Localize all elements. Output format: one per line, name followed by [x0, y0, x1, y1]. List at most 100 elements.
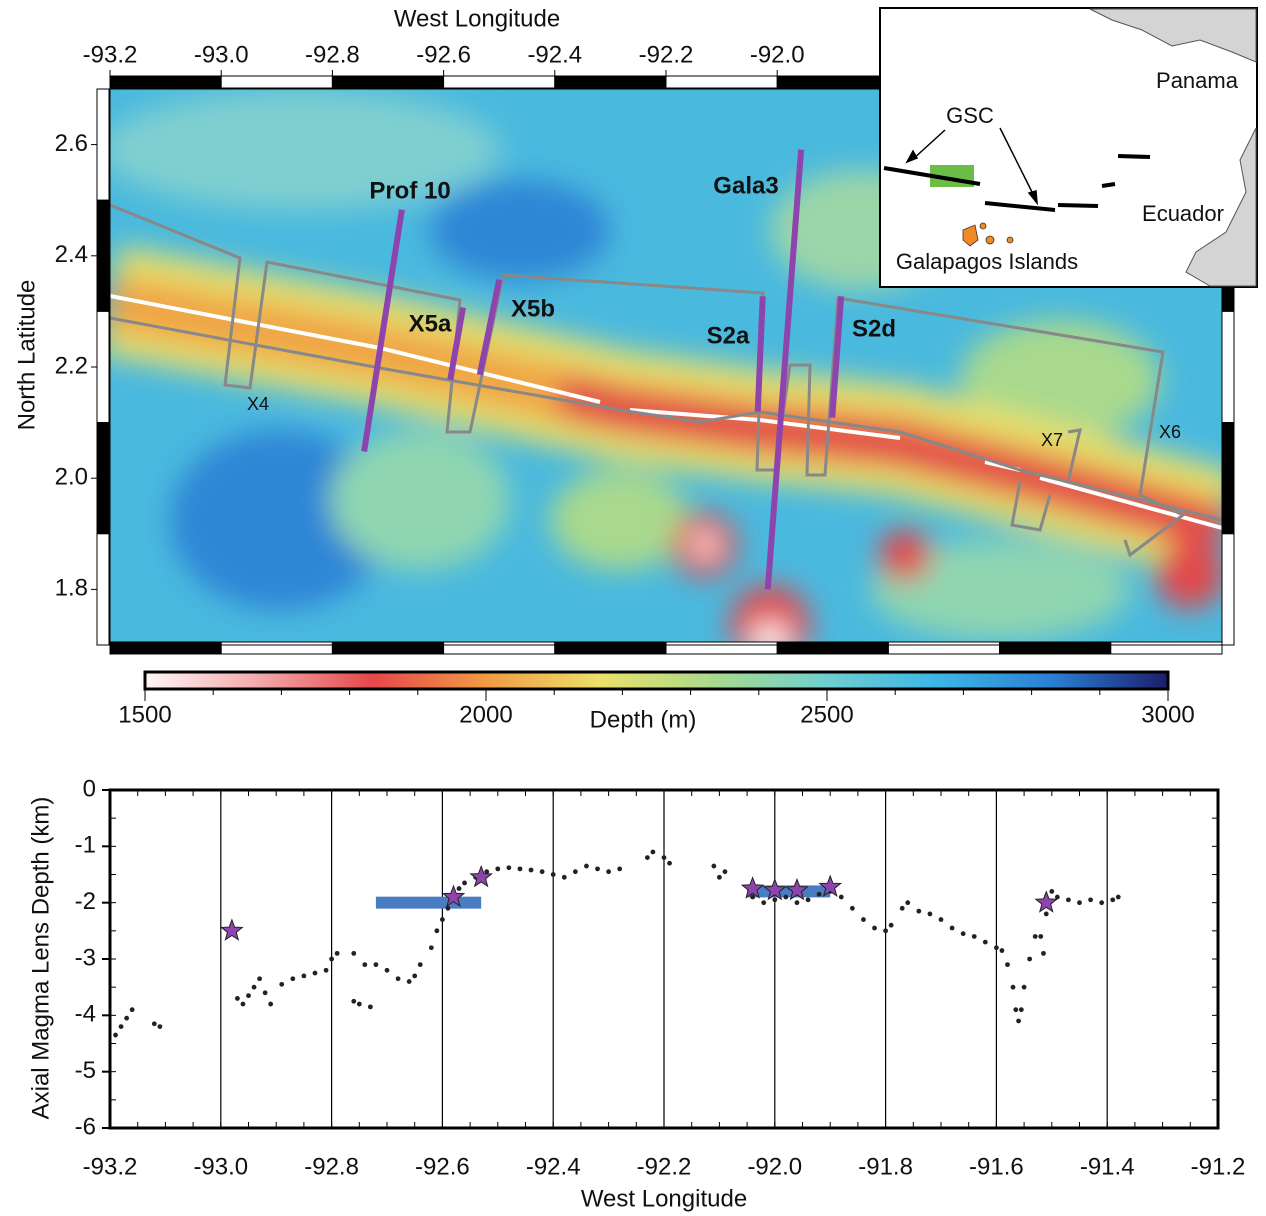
- star-marker: [220, 918, 244, 941]
- data-point: [816, 891, 822, 897]
- data-point: [1049, 889, 1055, 894]
- profile-line: [764, 149, 805, 590]
- data-point: [1021, 984, 1027, 990]
- track-label: X4: [247, 394, 269, 414]
- data-point: [406, 979, 412, 984]
- frame-segment: [999, 641, 1112, 655]
- data-point: [434, 928, 440, 934]
- x-axis-title: West Longitude: [581, 1185, 747, 1212]
- data-point: [428, 945, 434, 951]
- colorbar: [143, 670, 1170, 691]
- plot-frame: [108, 788, 1220, 1130]
- data-point: [506, 865, 512, 871]
- frame-segment: [220, 641, 333, 655]
- data-point: [761, 900, 767, 906]
- y-tick-label: 2.6: [55, 130, 88, 157]
- inset-label: Panama: [1156, 68, 1239, 93]
- data-point: [356, 1001, 362, 1007]
- data-point: [1018, 1007, 1024, 1013]
- star-marker: [1034, 890, 1059, 913]
- data-point: [617, 866, 623, 872]
- data-point: [971, 934, 977, 939]
- data-point: [644, 855, 650, 860]
- data-point: [412, 973, 418, 979]
- x-tick-label: -92.8: [304, 1153, 359, 1180]
- data-point: [1043, 911, 1049, 917]
- frame-segment: [776, 75, 889, 89]
- x-tick-label: -92.4: [527, 41, 582, 68]
- data-point: [1115, 894, 1121, 900]
- frame-segment: [443, 641, 556, 655]
- data-point: [240, 1001, 246, 1007]
- data-point: [1010, 984, 1016, 990]
- star-marker: [441, 884, 466, 908]
- data-point: [384, 967, 390, 973]
- data-point: [539, 869, 545, 875]
- colorbar-tick-label: 2000: [459, 701, 512, 728]
- data-point: [994, 945, 999, 951]
- map-frame: [109, 88, 1223, 646]
- track-label: X6: [1159, 422, 1181, 442]
- data-point: [849, 905, 855, 911]
- data-point: [717, 874, 722, 880]
- data-point: [561, 874, 567, 880]
- data-point: [462, 880, 467, 886]
- profile-label: X5b: [511, 295, 555, 322]
- data-point: [1077, 900, 1082, 906]
- x-tick-label: -91.4: [1080, 1153, 1135, 1180]
- data-point: [445, 905, 451, 911]
- x-tick-label: -93.2: [83, 41, 138, 68]
- colorbar-tick-label: 2500: [800, 701, 853, 728]
- data-point: [949, 925, 955, 931]
- frame-segment: [443, 75, 556, 89]
- x-tick-label: -91.8: [858, 1153, 913, 1180]
- data-point: [750, 894, 756, 900]
- profile-line: [829, 296, 845, 418]
- y-tick-label: -4: [75, 1001, 96, 1028]
- y-axis-title: Axial Magma Lens Depth (km): [27, 797, 54, 1120]
- data-point: [151, 1021, 157, 1027]
- data-point: [279, 981, 285, 987]
- x-tick-label: -93.2: [83, 1153, 138, 1180]
- frame-segment: [887, 641, 1001, 655]
- data-point: [838, 894, 844, 900]
- data-point: [999, 948, 1005, 953]
- data-point: [772, 897, 778, 903]
- frame-segment: [109, 641, 222, 655]
- frame-segment: [665, 75, 778, 89]
- profile-line: [447, 306, 467, 381]
- data-point: [872, 925, 877, 931]
- x-tick-label: -92.4: [526, 1153, 581, 1180]
- data-point: [1038, 934, 1044, 939]
- data-point: [484, 869, 490, 875]
- star-marker: [785, 877, 809, 901]
- colorbar-tick-label: 3000: [1141, 701, 1194, 728]
- data-point: [1110, 897, 1116, 903]
- data-point: [1005, 962, 1010, 968]
- data-point: [1013, 1007, 1019, 1013]
- frame-segment: [776, 641, 889, 655]
- frame-segment: [331, 75, 445, 89]
- data-point: [334, 950, 340, 956]
- x-tick-label: -92.8: [305, 41, 360, 68]
- y-tick-label: -1: [75, 832, 96, 859]
- data-point: [301, 973, 307, 979]
- star-marker: [762, 877, 787, 901]
- y-tick-label: -6: [75, 1113, 96, 1140]
- frame-segment: [96, 199, 110, 312]
- y-tick-label: 2.4: [55, 241, 88, 268]
- inset-map: Panama GSC Ecuador Galapagos Islands: [879, 7, 1258, 288]
- data-point: [960, 931, 966, 937]
- data-point: [794, 900, 800, 906]
- inset-label: GSC: [946, 103, 994, 128]
- colorbar-title: Depth (m): [590, 706, 697, 733]
- data-point: [1066, 897, 1071, 903]
- data-point: [517, 866, 523, 872]
- frame-segment: [1221, 422, 1235, 535]
- data-point: [1016, 1018, 1021, 1024]
- frame-segment: [1221, 310, 1235, 424]
- colorbar-tick-label: 1500: [118, 701, 171, 728]
- y-tick-label: 1.8: [55, 575, 88, 602]
- data-point: [351, 998, 357, 1004]
